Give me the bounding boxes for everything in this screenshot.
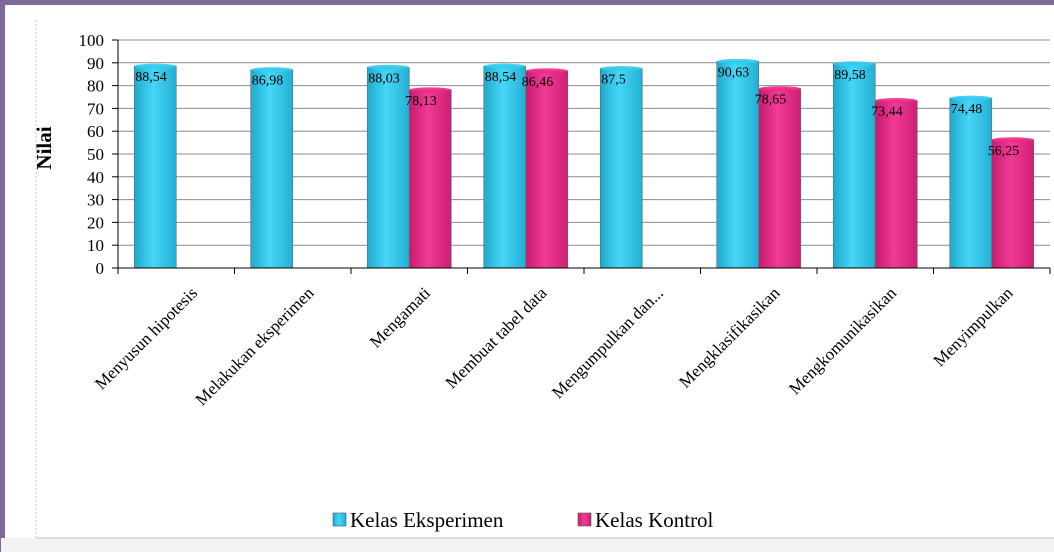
bar-top-kelas-eksperimen-1 [134,63,177,69]
bar-kelas-eksperimen-8 [949,97,993,269]
bar-kelas-eksperimen-7 [832,63,876,269]
bar-kelas-kontrol-7 [874,100,918,269]
bar-kelas-kontrol-6 [758,88,802,269]
bar-top-kelas-eksperimen-6 [716,58,759,64]
legend: Kelas Eksperimen Kelas Kontrol [332,508,714,532]
data-label-kelas-kontrol-4: 86,46 [522,75,554,90]
y-tick-label-50: 50 [87,145,104,164]
x-tick-label-7: Mengkomunikasikan [785,283,900,398]
legend-swatch-kelas-eksperimen [332,512,347,527]
bar-top-kelas-eksperimen-7 [833,61,876,67]
bar-kelas-kontrol-8 [991,139,1035,269]
x-tick-label-2: Melakukan eksperimen [192,283,318,409]
bar-kelas-eksperimen-5 [599,68,643,269]
data-label-kelas-kontrol-6: 78,65 [755,93,787,108]
x-tick-label-8: Menyimpulkan [930,283,1017,370]
legend-label-kelas-eksperimen: Kelas Eksperimen [350,508,504,532]
bar-kelas-kontrol-4 [525,70,569,269]
bar-top-kelas-kontrol-3 [409,87,452,93]
data-label-kelas-eksperimen-6: 90,63 [718,65,750,80]
y-tick-label-70: 70 [87,99,104,118]
y-tick-label-10: 10 [87,236,104,255]
bar-top-kelas-kontrol-4 [525,68,568,74]
data-label-kelas-eksperimen-1: 88,54 [135,70,167,85]
bar-top-kelas-eksperimen-3 [367,64,410,70]
data-label-kelas-eksperimen-4: 88,54 [485,70,517,85]
axes [112,39,1051,274]
data-label-kelas-eksperimen-5: 87,5 [601,73,626,88]
y-tick-label-20: 20 [87,213,104,232]
bar-kelas-eksperimen-3 [366,66,410,269]
y-tick-label-80: 80 [87,77,104,96]
bar-top-kelas-eksperimen-2 [250,67,293,73]
bar-top-kelas-eksperimen-8 [949,95,992,101]
y-tick-label-0: 0 [96,259,105,278]
y-axis-title: Nilai [32,126,56,169]
x-tick-label-6: Mengklasifikasikan [675,283,784,392]
bar-kelas-eksperimen-2 [250,69,294,269]
data-label-kelas-kontrol-7: 73,44 [871,105,903,120]
bar-top-kelas-eksperimen-4 [483,63,526,69]
data-label-kelas-kontrol-3: 78,13 [405,94,437,109]
bar-kelas-eksperimen-1 [133,65,177,269]
x-tick-label-1: Menyusun hipotesis [91,283,201,393]
bar-top-kelas-kontrol-6 [758,86,801,92]
scroll-strip [1,538,1054,552]
x-tick-label-5: Mengumpulkan dan... [548,283,667,402]
bar-top-kelas-kontrol-7 [875,98,918,104]
data-label-kelas-kontrol-8: 56,25 [988,144,1020,159]
x-tick-label-4: Membuat tabel data [442,283,551,392]
data-labels: 88,54 86,98 88,03 78,13 88,54 86,46 87,5 90,63 7… [135,65,1019,158]
data-label-kelas-eksperimen-2: 86,98 [252,74,284,89]
bar-kelas-eksperimen-4 [483,65,527,269]
bar-top-kelas-eksperimen-5 [600,66,643,71]
bar-kelas-kontrol-3 [408,89,452,269]
y-tick-label-90: 90 [87,54,104,73]
data-label-kelas-eksperimen-3: 88,03 [368,71,400,86]
legend-label-kelas-kontrol: Kelas Kontrol [595,508,714,532]
bar-kelas-eksperimen-6 [716,61,760,269]
legend-swatch-kelas-kontrol [577,512,592,527]
bar-top-kelas-kontrol-8 [991,137,1034,143]
x-tick-label-3: Mengamati [366,283,434,351]
y-tick-label-100: 100 [79,31,105,50]
y-tick-label-60: 60 [87,122,104,141]
y-tick-label-30: 30 [87,191,104,210]
data-label-kelas-eksperimen-7: 89,58 [834,68,866,83]
bars [133,58,1035,269]
y-tick-label-40: 40 [87,168,104,187]
data-label-kelas-eksperimen-8: 74,48 [951,102,983,117]
